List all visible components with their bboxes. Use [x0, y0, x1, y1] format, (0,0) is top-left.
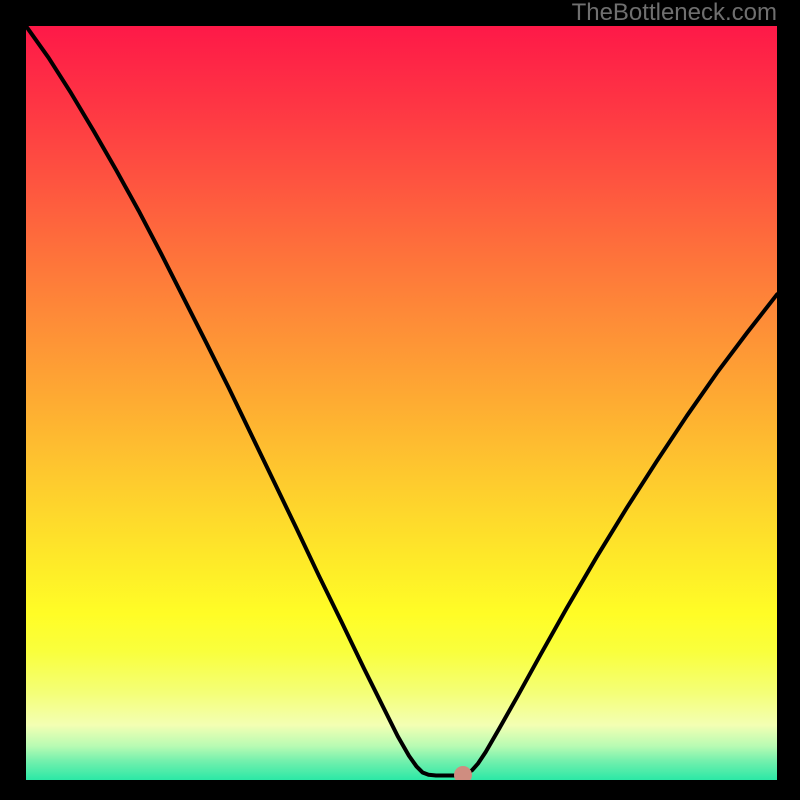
chart-frame: TheBottleneck.com: [0, 0, 800, 800]
bottleneck-curve: [26, 26, 777, 775]
watermark-text: TheBottleneck.com: [572, 0, 777, 27]
bottleneck-curve-svg: [26, 26, 777, 780]
sweet-spot-marker: [454, 766, 472, 780]
plot-area: [26, 26, 777, 780]
